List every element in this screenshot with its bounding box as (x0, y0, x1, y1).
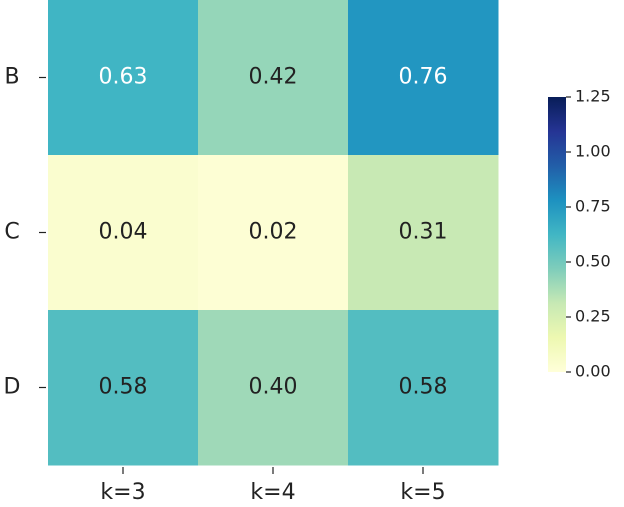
cell-label: 0.02 (249, 220, 298, 245)
cell-label: 0.58 (399, 375, 448, 400)
heatmap-cell (48, 155, 199, 311)
colorbar-tick-label: 0.50 (575, 252, 611, 271)
heatmap-cell (348, 310, 499, 466)
colorbar-tick-label: 0.00 (575, 362, 611, 381)
y-tick-label: D (4, 375, 21, 400)
heatmap-cell (198, 310, 349, 466)
x-tick-label: k=3 (100, 480, 145, 505)
cell-label: 0.58 (99, 375, 148, 400)
colorbar-tick-label: 1.00 (575, 142, 611, 161)
cell-label: 0.63 (99, 65, 148, 90)
x-tick-label: k=4 (250, 480, 295, 505)
heatmap-cell (348, 155, 499, 311)
colorbar-tick-label: 0.25 (575, 307, 611, 326)
colorbar (548, 97, 566, 372)
cell-label: 0.42 (249, 65, 298, 90)
cell-label: 0.04 (99, 220, 148, 245)
heatmap-cell (198, 155, 349, 311)
y-tick-label: B (4, 65, 19, 90)
heatmap-cell (48, 310, 199, 466)
heatmap-cell (198, 0, 349, 156)
cell-label: 0.76 (399, 65, 448, 90)
colorbar-tick-label: 0.75 (575, 197, 611, 216)
colorbar-tick-label: 1.25 (575, 87, 611, 106)
heatmap-cell (48, 0, 199, 156)
y-tick-label: C (4, 220, 19, 245)
x-tick-label: k=5 (400, 480, 445, 505)
heatmap-cell (348, 0, 499, 156)
cell-label: 0.31 (399, 220, 448, 245)
cell-label: 0.40 (249, 375, 298, 400)
